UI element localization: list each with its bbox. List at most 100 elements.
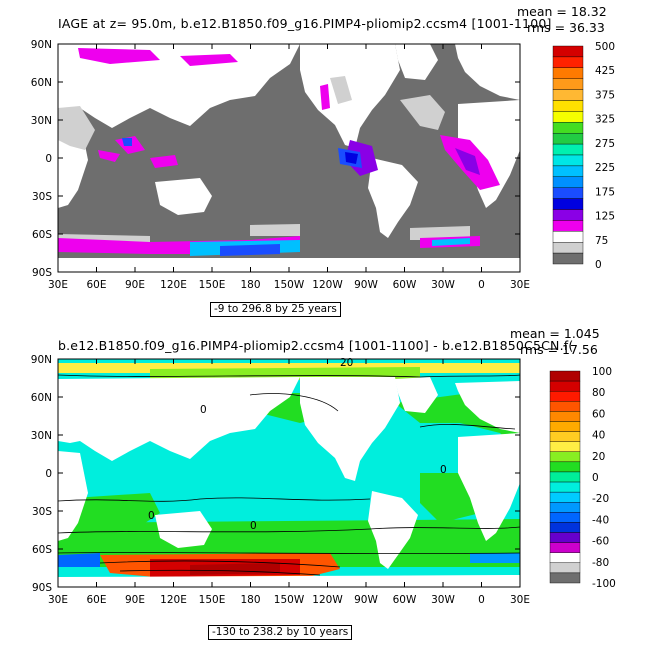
lon-tick-label: 90E (125, 594, 145, 606)
colorbar-swatch (549, 512, 581, 523)
colorbar-swatch (549, 552, 581, 564)
colorbar-label: 425 (595, 65, 615, 77)
land-eurasia (58, 44, 300, 128)
colorbar-swatch (552, 252, 584, 265)
colorbar-swatch (549, 542, 581, 553)
lon-tick-label: 120W (312, 594, 343, 606)
ideal-age-difference-map-panel: b.e12.B1850.f09_g16.PIMP4-pliomip2.ccsm4… (0, 323, 647, 646)
lon-tick-label: 30W (431, 279, 455, 291)
colorbar-label: -80 (592, 557, 609, 569)
lat-tick-label: 30N (31, 115, 52, 127)
contour-lines (57, 374, 521, 576)
contour-label: 0 (250, 520, 257, 532)
lon-tick-label: 150E (199, 594, 226, 606)
lat-tick-label: 90S (32, 267, 52, 279)
colorbar-swatch (549, 502, 581, 513)
lat-tick-label: 60N (31, 392, 52, 404)
ideal-age-difference-map: 20 0 0 0 0 90N 60N 30N 0 30S 60S 90S 30E 60E 90E 120E… (31, 354, 616, 606)
lon-tick-label: 60E (87, 279, 107, 291)
lon-tick-label: 90E (125, 279, 145, 291)
colorbar-label: 100 (592, 366, 612, 378)
lat-tick-label: 60S (32, 229, 52, 241)
colorbar-label: 20 (592, 451, 605, 463)
colorbar-swatch (549, 431, 581, 442)
colorbar-swatch (549, 572, 581, 584)
lon-tick-label: 0 (478, 279, 485, 291)
lon-tick-label: 150W (274, 594, 305, 606)
colorbar-swatch (552, 231, 584, 243)
longitude-axis: 30E 60E 90E 120E 150E 180 150W 120W 90W 60W 30W 0 30… (48, 44, 530, 291)
colorbar-swatch (549, 562, 581, 574)
colorbar-label: 325 (595, 114, 615, 126)
land-eurasia (58, 377, 300, 461)
colorbar-label: 60 (592, 408, 605, 420)
lon-tick-label: 60W (393, 594, 417, 606)
colorbar-swatch (552, 132, 584, 145)
land-south-america (368, 158, 418, 238)
colorbar-swatch (552, 111, 584, 123)
colorbar-swatch (552, 187, 584, 199)
colorbar-swatch (552, 56, 584, 69)
colorbar-label: 275 (595, 138, 615, 150)
map-title: b.e12.B1850.f09_g16.PIMP4-pliomip2.ccsm4… (58, 338, 574, 353)
lat-tick-label: 30N (31, 430, 52, 442)
colorbar-label: 80 (592, 387, 605, 399)
contour-label: 20 (340, 357, 353, 369)
colorbar-label: 375 (595, 89, 615, 101)
lat-tick-label: 90S (32, 582, 52, 594)
lat-tick-label: 90N (31, 39, 52, 51)
colorbar-swatch (552, 176, 584, 188)
colorbar-label: 0 (592, 472, 599, 484)
colorbar-swatch (552, 143, 584, 156)
lon-tick-label: 180 (240, 279, 260, 291)
colorbar-label: -40 (592, 514, 609, 526)
colorbar-swatch (549, 522, 581, 533)
contour-labels: 20 0 0 0 0 (148, 357, 447, 532)
land-africa (458, 100, 520, 208)
lon-tick-label: 60W (393, 279, 417, 291)
colorbar-swatch (552, 122, 584, 134)
colorbar-swatch (549, 390, 581, 402)
longitude-axis: 30E 60E 90E 120E 150E 180 150W 120W 90W 60W 30W 0 30… (48, 359, 530, 606)
colorbar: 100 80 60 40 20 0 -20 -40 -60 -80 -100 (549, 366, 616, 590)
colorbar-swatch (549, 411, 581, 422)
rms-label: rms = 17.56 (520, 342, 598, 357)
colorbar-swatch (552, 220, 584, 232)
colorbar-swatch (552, 89, 584, 101)
map-title: IAGE at z= 95.0m, b.e12.B1850.f09_g16.PI… (58, 16, 552, 31)
lon-tick-label: 30W (431, 594, 455, 606)
colorbar-swatch (552, 45, 584, 58)
land-europe (455, 381, 520, 433)
lat-tick-label: 60S (32, 544, 52, 556)
land-greenland (395, 44, 438, 80)
colorbar-swatch (552, 100, 584, 112)
colorbar-swatch (552, 165, 584, 177)
lon-tick-label: 180 (240, 594, 260, 606)
lon-tick-label: 120E (160, 594, 187, 606)
lon-tick-label: 120W (312, 279, 343, 291)
land-greenland (395, 377, 438, 413)
colorbar-label: 125 (595, 211, 615, 223)
colorbar-label: 225 (595, 162, 615, 174)
land-africa-west (58, 451, 88, 541)
colorbar-swatch (549, 380, 581, 392)
lat-tick-label: 60N (31, 77, 52, 89)
contour-range-label: -9 to 296.8 by 25 years (210, 302, 341, 317)
colorbar-swatch (549, 461, 581, 473)
colorbar-swatch (549, 370, 581, 382)
colorbar-label: 0 (595, 259, 602, 271)
contour-label: 0 (440, 464, 447, 476)
contour-label: 0 (148, 510, 155, 522)
age-band-high (58, 48, 500, 256)
lat-tick-label: 0 (45, 153, 52, 165)
colorbar-label: -100 (592, 578, 616, 590)
colorbar-swatch (549, 532, 581, 543)
lon-tick-label: 0 (478, 594, 485, 606)
colorbar-label: -60 (592, 536, 609, 548)
colorbar-swatch (549, 401, 581, 412)
colorbar-swatch (549, 491, 581, 503)
lon-tick-label: 30E (510, 279, 530, 291)
colorbar-swatch (552, 78, 584, 90)
contour-range-label: -130 to 238.2 by 10 years (208, 625, 353, 640)
lat-tick-label: 90N (31, 354, 52, 366)
